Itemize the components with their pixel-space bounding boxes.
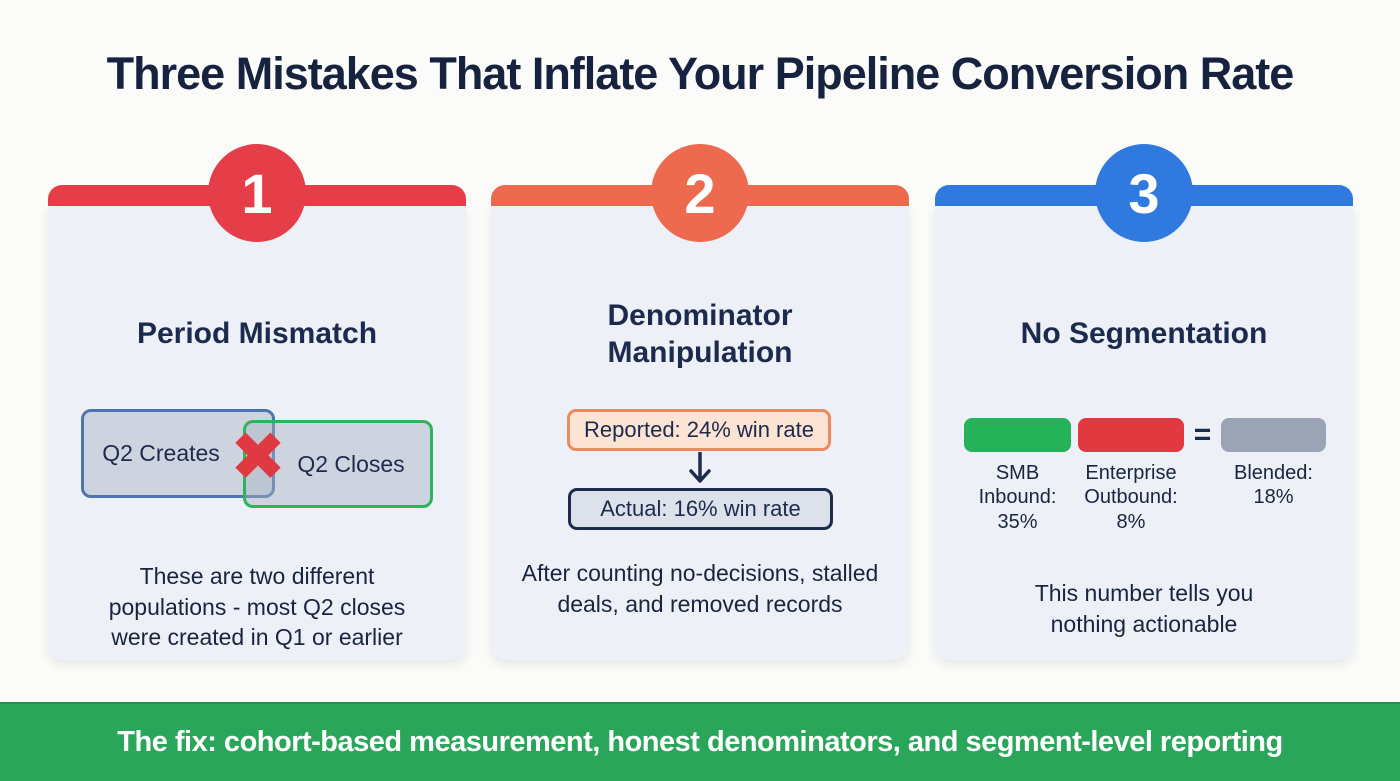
smb-bar	[964, 418, 1071, 452]
q2-creates-label: Q2 Creates	[102, 440, 220, 466]
x-mark-icon: ✖	[229, 418, 287, 497]
card-no-segmentation: 3 No Segmentation SMB Inbound: 35% Enter…	[935, 144, 1353, 660]
fix-banner-text: The fix: cohort-based measurement, hones…	[117, 726, 1283, 758]
equals-sign: =	[1193, 418, 1212, 451]
enterprise-label: Enterprise Outbound: 8%	[1084, 462, 1178, 533]
card-body: No Segmentation SMB Inbound: 35% Enterpr…	[935, 206, 1353, 660]
card-title: No Segmentation	[1020, 317, 1268, 351]
card-period-mismatch: 1 Period Mismatch Q2 Creates Q2 Closes ✖…	[48, 144, 466, 660]
actual-rate-box: Actual: 16% win rate	[568, 488, 833, 530]
segment-comparison: SMB Inbound: 35% Enterprise Outbound: 8%…	[964, 418, 1326, 534]
smb-label: SMB Inbound: 35%	[978, 462, 1057, 533]
card-denominator-manipulation: 2 Denominator Manipulation Reported: 24%…	[491, 144, 909, 660]
card-title: Denominator Manipulation	[607, 298, 793, 370]
card-number-badge: 1	[208, 144, 306, 242]
actual-rate-label: Actual: 16% win rate	[600, 496, 801, 521]
reported-rate-label: Reported: 24% win rate	[584, 417, 814, 442]
q2-closes-label: Q2 Closes	[297, 450, 405, 477]
segment-enterprise: Enterprise Outbound: 8%	[1078, 418, 1184, 534]
down-arrow-icon	[689, 452, 711, 483]
segment-smb: SMB Inbound: 35%	[964, 418, 1071, 534]
blended-label: Blended: 18%	[1234, 462, 1313, 509]
fix-banner: The fix: cohort-based measurement, hones…	[0, 702, 1400, 781]
page-title: Three Mistakes That Inflate Your Pipelin…	[106, 48, 1295, 99]
reported-rate-box: Reported: 24% win rate	[567, 409, 831, 451]
segment-blended: Blended: 18%	[1221, 418, 1326, 534]
q2-creates-box: Q2 Creates	[81, 409, 275, 498]
card-caption: After counting no-decisions, stalled dea…	[521, 560, 879, 617]
card-body: Denominator Manipulation Reported: 24% w…	[491, 206, 909, 660]
blended-bar	[1221, 418, 1326, 452]
card-title: Period Mismatch	[136, 317, 378, 351]
enterprise-bar	[1078, 418, 1184, 452]
card-body: Period Mismatch Q2 Creates Q2 Closes ✖ T…	[48, 206, 466, 660]
q2-closes-box: Q2 Closes	[243, 420, 433, 508]
card-caption: These are two different populations - mo…	[108, 563, 406, 651]
card-number-badge: 2	[651, 144, 749, 242]
card-number-badge: 3	[1095, 144, 1193, 242]
card-caption: This number tells you nothing actionable	[1034, 580, 1254, 637]
